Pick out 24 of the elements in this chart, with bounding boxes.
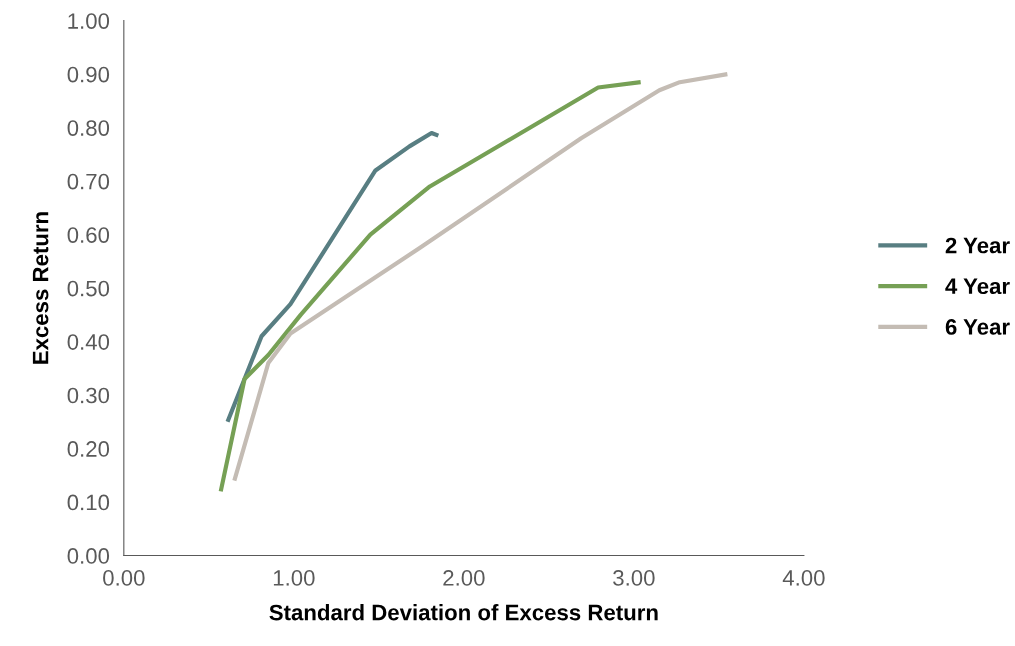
y-tick-label: 0.10 xyxy=(67,494,110,511)
line-series xyxy=(218,80,643,494)
x-tick-label: 2.00 xyxy=(443,570,485,586)
y-tick-label: 0.70 xyxy=(67,173,110,190)
y-tick-label: 0.90 xyxy=(67,66,110,83)
y-tick-label: 0.30 xyxy=(67,387,110,404)
y-tick-label: 0.20 xyxy=(67,441,110,457)
legend-label: 6 Year xyxy=(945,319,1010,335)
y-axis-title: Excess Return xyxy=(32,212,49,364)
y-tick-label: 0.60 xyxy=(67,227,110,243)
line-series xyxy=(225,130,441,424)
y-tick-label: 0.00 xyxy=(67,548,110,564)
x-tick-label: 0.00 xyxy=(103,570,145,586)
y-tick-label: 1.00 xyxy=(68,13,110,29)
y-tick-label: 0.80 xyxy=(67,120,110,136)
legend-label: 2 Year xyxy=(945,237,1010,254)
x-tick-label: 1.00 xyxy=(273,570,315,586)
legend-label: 4 Year xyxy=(945,278,1010,295)
x-axis-title: Standard Deviation of Excess Return xyxy=(269,604,658,621)
x-tick-label: 4.00 xyxy=(782,570,825,586)
line-series xyxy=(232,72,730,483)
x-tick-label: 3.00 xyxy=(613,570,655,586)
y-tick-label: 0.40 xyxy=(67,334,110,350)
y-tick-label: 0.50 xyxy=(67,280,110,297)
